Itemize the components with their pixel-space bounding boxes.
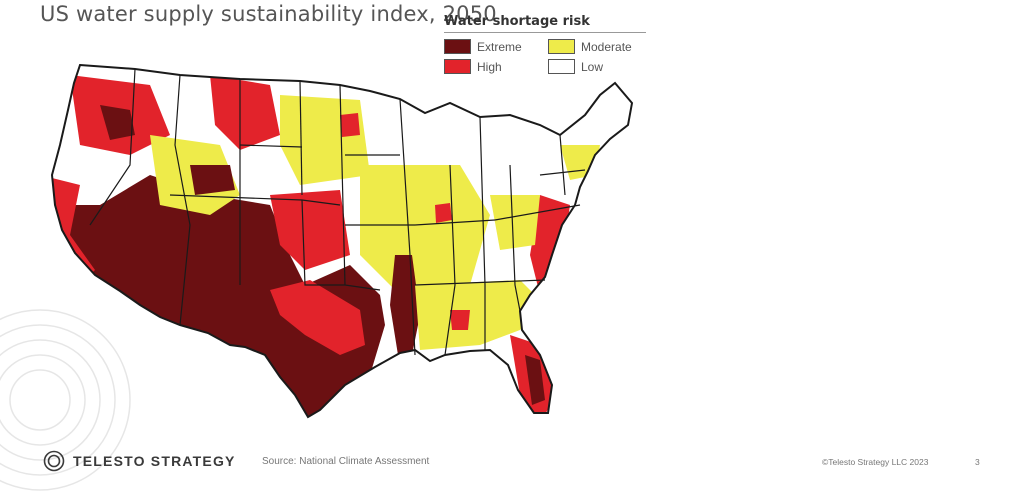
legend-label-low: Low [581,59,604,74]
page-number: 3 [975,457,980,467]
region-plains-high [270,190,350,270]
legend-swatch-high [444,59,471,74]
telesto-logo-icon [43,450,65,472]
footer-logo: TELESTO STRATEGY [43,450,236,472]
logo-text: TELESTO STRATEGY [73,453,236,469]
region-florida-extreme [525,355,545,405]
legend-swatch-extreme [444,39,471,54]
legend-item-extreme: Extreme [444,39,548,54]
map-legend: Water shortage risk Extreme Moderate Hig… [444,14,646,74]
legend-item-low: Low [548,59,646,74]
legend-title: Water shortage risk [444,14,646,33]
region-greatlakes-low [460,125,520,175]
region-mississippi-extreme [390,255,420,355]
region-illinois-high [435,203,452,223]
legend-label-extreme: Extreme [477,39,522,54]
legend-item-high: High [444,59,548,74]
page-title: US water supply sustainability index, 20… [40,2,497,26]
region-texas-high [270,280,365,355]
legend-swatch-low [548,59,575,74]
region-alabama-high [450,310,470,330]
legend-swatch-moderate [548,39,575,54]
region-ohio-moderate [490,195,540,250]
region-northwest-extreme [100,105,135,140]
region-dakota-high [340,113,360,137]
legend-item-moderate: Moderate [548,39,646,54]
region-mountain-extreme [190,165,235,195]
copyright-note: ©Telesto Strategy LLC 2023 [822,457,929,467]
region-midwest-moderate [360,165,490,295]
legend-label-high: High [477,59,502,74]
region-southeast-moderate [415,280,545,350]
source-note: Source: National Climate Assessment [262,456,430,467]
us-map [51,64,633,418]
state-borders [89,68,586,356]
region-montana-high [210,75,280,150]
legend-label-moderate: Moderate [581,39,632,54]
region-north-plains-moderate [280,95,370,185]
